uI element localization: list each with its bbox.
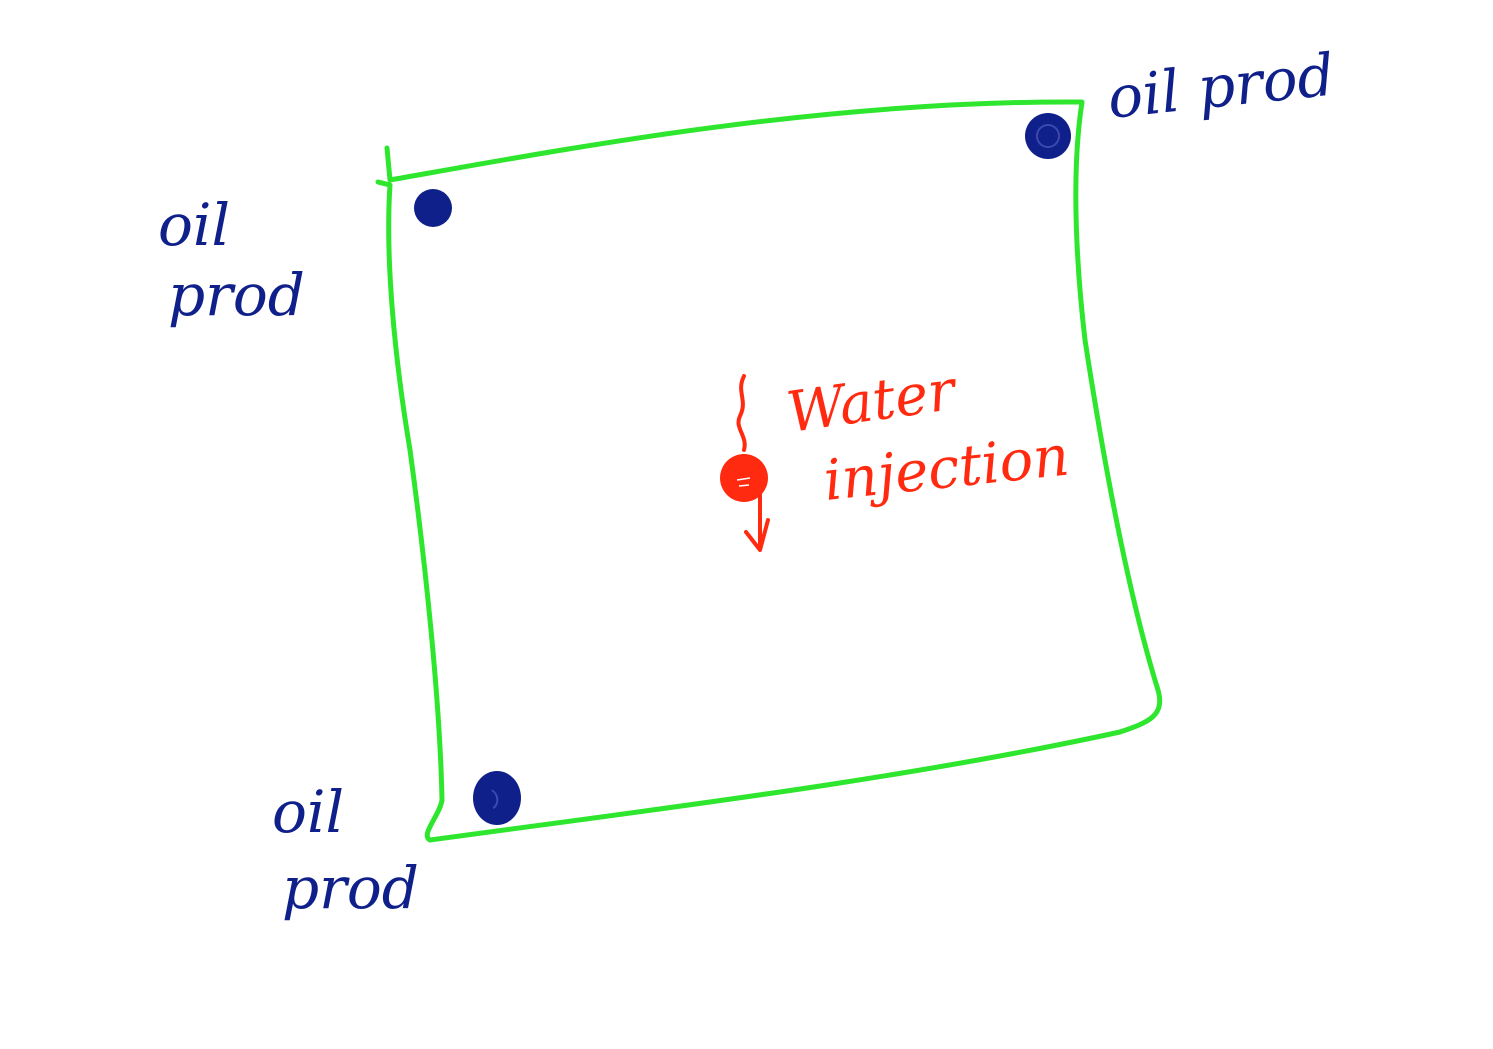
label-bottom-left-line2: prod bbox=[282, 854, 419, 922]
down-arrow-icon bbox=[744, 493, 770, 552]
producer-well-top-right bbox=[1025, 113, 1071, 159]
label-top-left-line2: prod bbox=[168, 261, 305, 329]
label-top-left: oil prod bbox=[158, 191, 305, 329]
producer-well-bottom-left bbox=[473, 771, 521, 825]
injector-well bbox=[720, 374, 770, 552]
label-injector-line2: injection bbox=[821, 424, 1072, 514]
reservoir-boundary bbox=[375, 99, 1163, 843]
label-injector-line1: Water bbox=[783, 358, 962, 446]
label-injector: Water injection bbox=[783, 358, 1072, 514]
label-top-right-text: oil prod bbox=[1104, 41, 1337, 132]
producer-well-top-left bbox=[414, 189, 452, 227]
label-bottom-left-line1: oil bbox=[272, 778, 344, 846]
label-top-left-line1: oil bbox=[158, 191, 230, 259]
injection-squiggle bbox=[736, 374, 747, 452]
label-top-right: oil prod bbox=[1104, 41, 1337, 132]
label-bottom-left: oil prod bbox=[272, 778, 419, 922]
